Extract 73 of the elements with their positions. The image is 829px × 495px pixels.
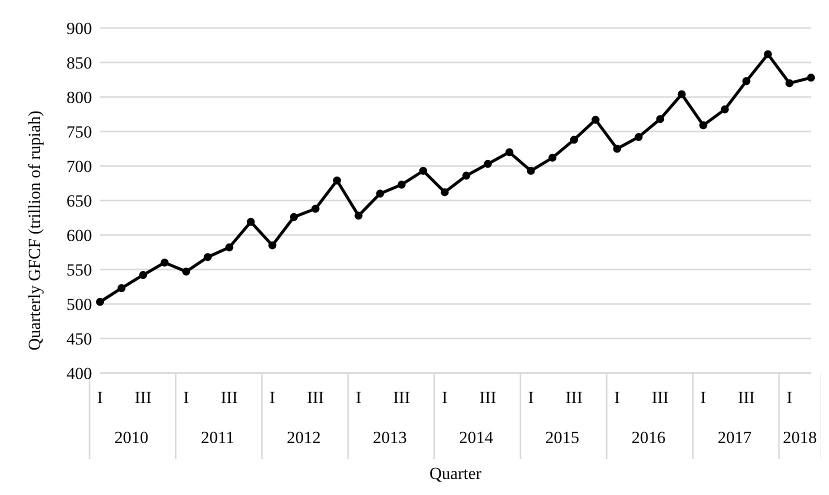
point: [246, 218, 255, 226]
text: 2014: [459, 428, 494, 447]
point: [548, 154, 556, 162]
point: [398, 180, 406, 189]
point: [333, 176, 341, 184]
point: [592, 116, 600, 124]
point: [505, 148, 514, 156]
point: [656, 115, 664, 124]
point: [484, 160, 492, 168]
text: 2010: [114, 428, 148, 447]
point: [118, 284, 126, 292]
y-tick-label: 650: [66, 192, 92, 211]
text: 2015: [545, 428, 580, 447]
x-tick-label: III: [566, 388, 583, 407]
x-tick-label: III: [479, 388, 497, 407]
point: [699, 121, 708, 130]
x-tick-label: III: [652, 388, 670, 407]
x-tick-label: I: [183, 388, 190, 407]
point: [634, 133, 643, 142]
y-tick-label: 400: [66, 364, 92, 384]
point: [764, 50, 772, 58]
y-tick-label: 500: [66, 295, 92, 314]
x-tick-label: III: [134, 388, 152, 407]
x-tick-label: I: [270, 388, 276, 407]
x-tick-label: I: [614, 388, 620, 407]
point: [311, 204, 320, 213]
x-tick-label: III: [738, 388, 756, 407]
y-tick-label: 600: [66, 226, 92, 246]
y-tick-label: 800: [66, 88, 92, 108]
text: 2013: [372, 428, 407, 447]
point: [807, 74, 815, 82]
point: [785, 79, 794, 88]
point: [204, 253, 212, 262]
point: [419, 166, 428, 175]
point: [182, 268, 190, 276]
point: [742, 77, 750, 86]
point: [613, 144, 622, 153]
x-tick-label: III: [306, 388, 324, 407]
text: 2018: [782, 428, 817, 447]
point: [354, 212, 363, 220]
y-tick-label: 750: [66, 122, 92, 142]
text: 2011: [200, 428, 234, 447]
y-tick-label: 550: [66, 260, 92, 280]
y-tick-label: 900: [66, 19, 92, 38]
x-tick-label: I: [442, 388, 448, 407]
y-tick-label: 450: [66, 330, 92, 349]
x-tick-label: I: [356, 388, 362, 407]
x-tick-label: III: [220, 388, 238, 407]
point: [268, 241, 276, 250]
point: [440, 188, 449, 196]
x-tick-label: I: [97, 388, 104, 407]
point: [720, 105, 729, 114]
y-tick-label: 700: [66, 157, 92, 176]
point: [290, 213, 298, 222]
text: 2012: [286, 428, 321, 447]
point: [139, 271, 148, 280]
point: [376, 190, 384, 198]
x-tick-label: I: [528, 388, 534, 407]
x-tick-label: I: [700, 388, 706, 407]
point: [678, 90, 686, 98]
x-axis-title: Quarter: [430, 464, 482, 483]
point: [570, 136, 578, 144]
y-axis-title: Quarterly GFCF (trillion of rupiah): [25, 110, 44, 350]
point: [160, 258, 169, 267]
x-tick-label: I: [786, 388, 793, 407]
y-tick-label: 850: [66, 54, 92, 73]
text: 2016: [631, 428, 666, 447]
point: [462, 172, 470, 180]
point: [225, 243, 234, 252]
x-tick-label: III: [393, 388, 410, 407]
point: [526, 166, 535, 175]
point: [96, 298, 104, 306]
text: 2017: [718, 428, 752, 447]
